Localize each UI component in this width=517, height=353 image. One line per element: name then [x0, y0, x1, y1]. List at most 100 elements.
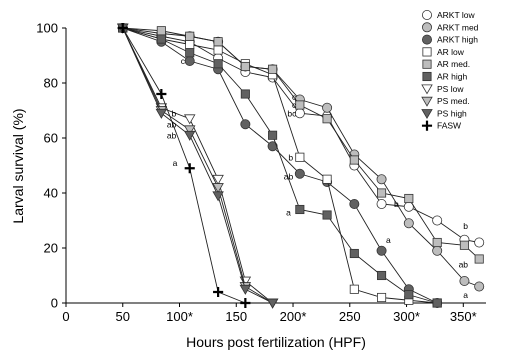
series-fasw [117, 22, 251, 309]
y-tick-label: 100 [36, 21, 58, 36]
x-tick-label: 50 [116, 309, 130, 324]
legend-item: AR med. [422, 59, 470, 69]
x-axis-label: Hours post fertilization (HPF) [186, 334, 366, 350]
legend: ARKT low ARKT med ARKT high AR low AR med. AR… [421, 9, 479, 131]
data-point [376, 245, 387, 256]
data-point [295, 152, 305, 162]
series-line [122, 27, 438, 304]
significance-label: a [173, 158, 178, 168]
data-point [212, 183, 224, 194]
axes-group [65, 28, 486, 304]
series-line [122, 27, 273, 304]
legend-label: ARKT low [437, 10, 475, 20]
y-tick-label: 80 [44, 76, 58, 91]
significance-label: ab [167, 130, 177, 140]
data-point [240, 119, 251, 130]
series-group [117, 22, 485, 309]
significance-label: a [286, 207, 291, 217]
x-tick-label: 0 [62, 309, 69, 324]
data-point [117, 22, 128, 34]
x-tick-label: 350* [450, 309, 477, 324]
data-point [322, 114, 332, 124]
y-tick-label: 20 [44, 241, 58, 256]
legend-marker [421, 22, 432, 33]
legend-label: FASW [437, 121, 461, 131]
legend-item: ARKT high [421, 34, 478, 45]
data-point [185, 48, 195, 58]
legend-marker [421, 109, 433, 120]
data-point [294, 168, 305, 179]
y-tick-group: 0 20 40 60 80 100 [36, 21, 66, 311]
x-tick-label: 250 [339, 309, 361, 324]
legend-marker [421, 120, 433, 131]
x-tick-label: 150 [225, 309, 247, 324]
significance-label: b [463, 221, 468, 231]
data-point [184, 163, 195, 174]
legend-marker [422, 59, 432, 69]
significance-label: ab [459, 260, 469, 270]
data-point [349, 198, 360, 209]
data-point [432, 215, 443, 226]
data-point [432, 237, 442, 248]
data-point [212, 174, 224, 185]
data-point [212, 191, 224, 202]
data-point [295, 100, 305, 110]
series-ar-high [118, 23, 442, 308]
significance-label: c [181, 56, 186, 66]
data-point [183, 125, 196, 136]
series-line [122, 27, 438, 304]
significance-label: a [463, 290, 468, 300]
data-point [322, 174, 332, 184]
legend-item: AR low [422, 47, 465, 57]
legend-item: ARKT low [421, 9, 475, 20]
data-point [156, 88, 167, 100]
legend-item: PS high [421, 108, 467, 120]
data-point [185, 31, 195, 41]
data-point [322, 210, 332, 220]
legend-item: PS med. [421, 96, 470, 107]
data-point [432, 245, 443, 256]
series-line [122, 27, 480, 243]
data-point [184, 56, 195, 67]
data-point [213, 59, 223, 69]
legend-marker [421, 34, 432, 45]
legend-label: ARKT med [437, 22, 479, 32]
data-point [213, 286, 224, 298]
legend-label: PS high [437, 108, 467, 118]
legend-label: AR low [437, 47, 465, 57]
legend-label: AR med. [437, 59, 470, 69]
data-point [213, 45, 223, 55]
significance-label: ab [284, 172, 294, 182]
legend-item: AR high [422, 72, 468, 82]
data-point [404, 193, 414, 204]
legend-marker [421, 9, 432, 20]
y-tick-label: 40 [44, 186, 58, 201]
series-line [122, 27, 273, 304]
x-tick-label: 300* [393, 309, 420, 324]
data-point [239, 284, 252, 295]
data-point [156, 34, 166, 44]
data-point [474, 237, 485, 248]
significance-label: a [386, 235, 391, 245]
significance-label: b [288, 152, 293, 162]
x-tick-label: 100* [166, 309, 193, 324]
legend-label: PS med. [437, 96, 470, 106]
data-point [474, 281, 485, 292]
legend-marker [421, 84, 433, 95]
data-point [267, 141, 278, 152]
data-point [240, 89, 250, 99]
data-point [349, 284, 359, 294]
data-point [377, 292, 387, 303]
legend-label: ARKT high [437, 35, 478, 45]
legend-label: PS low [437, 84, 464, 94]
significance-label: ab [167, 119, 177, 129]
significance-label: b [394, 199, 399, 209]
data-point [268, 64, 278, 74]
data-point [213, 37, 223, 47]
legend-label: AR high [437, 72, 468, 82]
data-point [155, 108, 168, 119]
data-point [376, 198, 387, 209]
legend-item: PS low [421, 84, 464, 95]
